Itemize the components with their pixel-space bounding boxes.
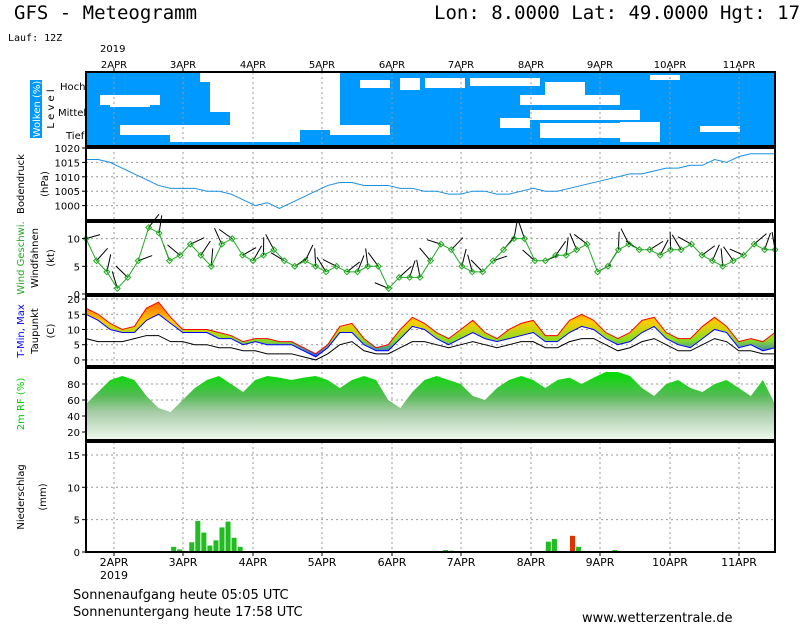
precip-bar	[201, 533, 206, 552]
precip-ylabel: Niederschlag	[16, 464, 27, 529]
wind-barb	[556, 241, 566, 255]
precip-bar	[195, 521, 200, 552]
cloud-gap	[360, 80, 390, 88]
humidity-ylabel: 2m RF (%)	[16, 378, 27, 431]
day-label-bottom: 8APR	[517, 556, 546, 569]
clouds-ylabel: Wolken (%)	[32, 81, 43, 138]
y-tick-label: 40	[67, 412, 80, 423]
panel-frame	[86, 148, 775, 220]
precipitation-panel	[171, 521, 617, 552]
humidity-area	[86, 372, 775, 440]
y-tick-label: 60	[67, 396, 80, 407]
cloud-gap	[470, 78, 540, 86]
sunrise-text: Sonnenaufgang heute 05:05 UTC	[73, 588, 289, 603]
wind-barb	[672, 235, 681, 250]
cloud-gap	[400, 78, 420, 90]
precip-bar	[226, 522, 231, 552]
cloud-gap	[650, 75, 680, 80]
meteogram-chart: 20192APR2APR3APR3APR4APR4APR5APR5APR6APR…	[0, 0, 800, 580]
year-label-bottom: 2019	[100, 569, 128, 580]
day-label-bottom: 11APR	[721, 556, 757, 569]
dewpoint-ylabel: Taupunkt	[30, 308, 41, 355]
y-tick-label: 20	[67, 295, 80, 306]
y-axis-labels: Wolken (%)L e v e l Bodendruck (hPa) Wind G…	[16, 80, 57, 530]
wind-barb	[724, 247, 734, 261]
precip-bar	[219, 527, 224, 552]
day-label-bottom: 7APR	[447, 556, 476, 569]
cloud-gap	[330, 125, 390, 135]
precip-bar	[189, 542, 194, 552]
precip-bar	[552, 539, 557, 552]
y-tick-label: 10	[67, 325, 80, 336]
day-label-bottom: 4APR	[239, 556, 268, 569]
precip-bar	[232, 538, 237, 552]
cloud-gap	[200, 72, 340, 82]
day-label-bottom: 3APR	[169, 556, 198, 569]
wind-panel	[83, 214, 778, 291]
y-tick-label: 15	[67, 451, 80, 462]
temperature-panel	[86, 302, 775, 360]
cloud-gap	[110, 104, 150, 107]
cloud-gap	[170, 130, 300, 142]
cloud-level-label: Tief	[65, 131, 85, 142]
wind-speed-ylabel: Wind Geschwi.	[16, 221, 27, 294]
day-label-bottom: 5APR	[308, 556, 337, 569]
clouds-panel	[86, 72, 775, 146]
day-label-bottom: 9APR	[586, 556, 615, 569]
wind-barb	[368, 253, 378, 267]
cloud-gap	[520, 95, 620, 105]
cloud-level-label: Hoch	[60, 82, 85, 93]
day-label-bottom: 6APR	[378, 556, 407, 569]
y-tick-label: 80	[67, 380, 80, 391]
precip-bar	[570, 536, 575, 552]
y-tick-label: 5	[74, 516, 80, 527]
sunset-text: Sonnenuntergang heute 17:58 UTC	[73, 605, 303, 620]
y-tick-label: 5	[74, 262, 80, 273]
website-link[interactable]: www.wetterzentrale.de	[582, 611, 732, 626]
year-label-top: 2019	[100, 44, 125, 55]
precip-bar	[546, 542, 551, 552]
temperature-ylabel: T-Min, Max	[16, 304, 27, 359]
cloud-gap	[500, 118, 530, 128]
y-tick-label: 1000	[55, 202, 80, 213]
day-label-bottom: 2APR	[100, 556, 129, 569]
y-tick-label: 20	[67, 428, 80, 439]
level-ylabel: L e v e l	[46, 89, 57, 128]
tmax-line	[86, 302, 775, 354]
y-tick-label: 10	[67, 483, 80, 494]
cloud-gap	[210, 82, 340, 112]
cloud-gap	[620, 122, 660, 142]
y-tick-label: 0	[74, 356, 80, 367]
wind-barb	[96, 248, 107, 260]
cloud-gap	[540, 123, 630, 138]
y-tick-label: 1005	[55, 187, 80, 198]
pressure-ylabel: Bodendruck	[16, 154, 27, 214]
wind-barb-ylabel: Windfahnen	[30, 228, 41, 288]
temperature-unit: (C)	[46, 324, 57, 339]
panel-frame	[86, 442, 775, 552]
cloud-gap	[100, 95, 160, 105]
y-tick-label: 1020	[55, 144, 80, 155]
precip-bar	[213, 540, 218, 552]
wind-barb	[201, 241, 211, 255]
cloud-gap	[700, 126, 740, 132]
day-label-bottom: 10APR	[652, 556, 688, 569]
y-tick-label: 1010	[55, 173, 80, 184]
cloud-gap	[545, 82, 585, 96]
cloud-gap	[530, 110, 640, 120]
y-tick-label: 10	[67, 235, 80, 246]
precip-unit: (mm)	[38, 483, 49, 510]
cloud-gap	[425, 78, 465, 88]
y-tick-label: 15	[67, 310, 80, 321]
y-tick-label: 0	[74, 548, 80, 559]
humidity-panel	[86, 372, 775, 440]
pressure-unit: (hPa)	[40, 171, 51, 197]
wind-unit: (kt)	[46, 249, 57, 267]
y-tick-label: 5	[74, 341, 80, 352]
y-tick-label: 1015	[55, 158, 80, 169]
wind-barb	[420, 248, 431, 261]
cloud-level-label: Mittel	[58, 108, 86, 119]
